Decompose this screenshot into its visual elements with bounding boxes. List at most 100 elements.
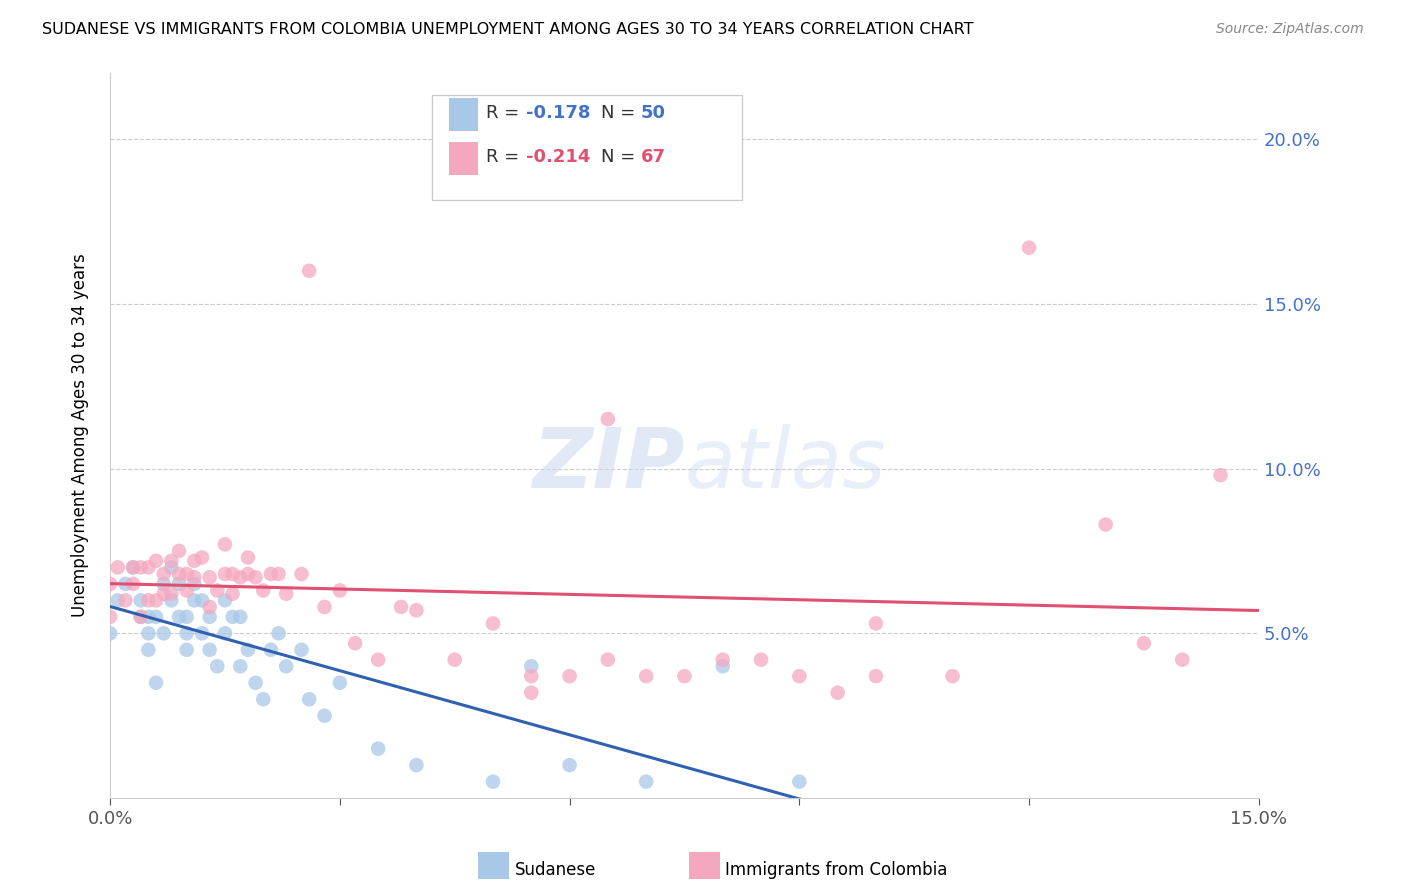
Point xyxy=(443,653,465,667)
Point xyxy=(138,593,160,607)
Point xyxy=(191,550,214,565)
Point xyxy=(191,593,214,607)
Text: Immigrants from Colombia: Immigrants from Colombia xyxy=(725,861,948,879)
Point xyxy=(636,669,658,683)
Text: N =: N = xyxy=(600,104,641,122)
FancyBboxPatch shape xyxy=(449,142,478,175)
Point xyxy=(145,593,167,607)
Point xyxy=(789,774,811,789)
Point xyxy=(138,642,160,657)
Point xyxy=(229,610,252,624)
Point xyxy=(229,570,252,584)
Point xyxy=(129,593,152,607)
Point xyxy=(198,610,221,624)
Point xyxy=(176,642,198,657)
FancyBboxPatch shape xyxy=(432,95,742,200)
Point xyxy=(167,577,190,591)
Point xyxy=(129,560,152,574)
Point xyxy=(596,412,619,426)
Point xyxy=(236,642,259,657)
Point xyxy=(214,626,236,640)
Point xyxy=(236,566,259,581)
Point xyxy=(107,593,129,607)
Point xyxy=(176,583,198,598)
Point xyxy=(827,686,849,700)
Point xyxy=(558,669,581,683)
FancyBboxPatch shape xyxy=(449,98,478,131)
Point xyxy=(214,566,236,581)
Point xyxy=(160,587,183,601)
Point xyxy=(260,642,283,657)
Point xyxy=(152,587,174,601)
Point xyxy=(789,669,811,683)
Text: Sudanese: Sudanese xyxy=(515,861,596,879)
Point xyxy=(183,554,205,568)
Point xyxy=(290,566,312,581)
Point xyxy=(267,566,290,581)
Point xyxy=(236,550,259,565)
Text: R =: R = xyxy=(485,148,524,166)
Point xyxy=(183,593,205,607)
Text: R =: R = xyxy=(485,104,524,122)
Point xyxy=(711,653,734,667)
Text: -0.178: -0.178 xyxy=(526,104,591,122)
Point xyxy=(198,642,221,657)
Point xyxy=(160,593,183,607)
Point xyxy=(1133,636,1156,650)
Point xyxy=(245,675,267,690)
Point xyxy=(176,610,198,624)
Point xyxy=(160,554,183,568)
Point xyxy=(138,626,160,640)
Point xyxy=(167,544,190,558)
Point xyxy=(298,692,321,706)
Point xyxy=(298,264,321,278)
Text: 50: 50 xyxy=(641,104,666,122)
Point xyxy=(482,616,505,631)
Point xyxy=(267,626,290,640)
Point xyxy=(1171,653,1194,667)
Point xyxy=(145,675,167,690)
Point xyxy=(329,583,352,598)
Text: atlas: atlas xyxy=(685,424,886,505)
Point xyxy=(1209,468,1232,483)
Point xyxy=(367,653,389,667)
Point xyxy=(98,577,121,591)
Point xyxy=(138,610,160,624)
Y-axis label: Unemployment Among Ages 30 to 34 years: Unemployment Among Ages 30 to 34 years xyxy=(72,253,89,617)
Point xyxy=(673,669,696,683)
Point xyxy=(129,610,152,624)
Point xyxy=(114,593,136,607)
Point xyxy=(405,758,427,772)
Point xyxy=(152,577,174,591)
Point xyxy=(221,610,243,624)
Point xyxy=(167,610,190,624)
Point xyxy=(252,583,274,598)
Point xyxy=(276,587,298,601)
Point xyxy=(107,560,129,574)
Point xyxy=(198,599,221,614)
Text: Source: ZipAtlas.com: Source: ZipAtlas.com xyxy=(1216,22,1364,37)
Text: -0.214: -0.214 xyxy=(526,148,591,166)
Point xyxy=(344,636,367,650)
Point xyxy=(520,659,543,673)
Point xyxy=(865,669,887,683)
Point xyxy=(214,593,236,607)
Point xyxy=(207,659,229,673)
Point xyxy=(405,603,427,617)
Point xyxy=(276,659,298,673)
Point xyxy=(596,653,619,667)
Point xyxy=(221,566,243,581)
Point xyxy=(260,566,283,581)
Point xyxy=(129,610,152,624)
Point xyxy=(221,587,243,601)
Point xyxy=(207,583,229,598)
Point xyxy=(183,577,205,591)
Point xyxy=(636,774,658,789)
Point xyxy=(329,675,352,690)
Point xyxy=(152,566,174,581)
Point xyxy=(160,560,183,574)
Point xyxy=(749,653,772,667)
Point xyxy=(229,659,252,673)
Point xyxy=(122,577,145,591)
Point xyxy=(122,560,145,574)
